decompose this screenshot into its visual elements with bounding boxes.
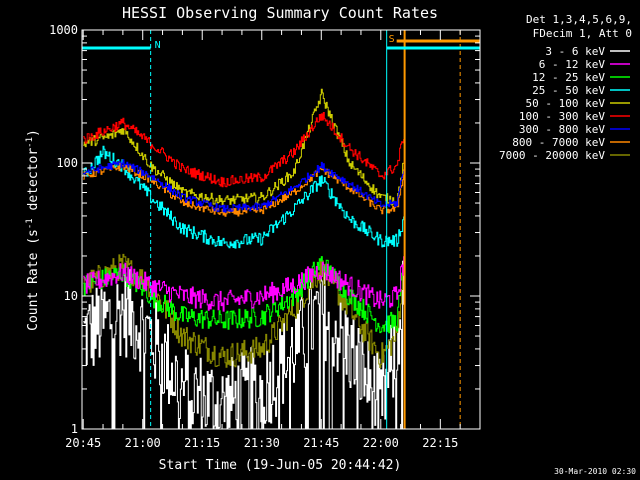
y-tick-label: 10 <box>64 289 78 303</box>
x-tick-label: 22:15 <box>422 436 458 450</box>
legend-label: 3 - 6 keV <box>545 45 605 58</box>
footer-date: 30-Mar-2010 02:30 <box>554 467 636 476</box>
x-tick-label: 20:45 <box>65 436 101 450</box>
legend-label: 7000 - 20000 keV <box>499 149 605 162</box>
legend: Det 1,3,4,5,6,9, FDecim 1, Att 0 3 - 6 k… <box>499 13 632 162</box>
saa-label: S <box>389 34 395 45</box>
legend-label: 6 - 12 keV <box>539 58 606 71</box>
legend-label: 300 - 800 keV <box>519 123 605 136</box>
y-axis-label-sup2: -1 <box>25 137 35 148</box>
x-tick-label: 21:45 <box>303 436 339 450</box>
series-line-25-50-kev <box>83 145 406 249</box>
y-axis-label-part3: ) <box>26 129 41 137</box>
x-axis-label: Start Time (19-Jun-05 20:44:42) <box>159 458 402 473</box>
x-tick-label: 21:15 <box>184 436 220 450</box>
y-axis-label-part2: detector <box>26 148 41 219</box>
x-tick-label: 21:00 <box>125 436 161 450</box>
series-line-300-800-kev <box>83 159 406 213</box>
legend-label: 12 - 25 keV <box>532 71 605 84</box>
y-tick-label: 100 <box>56 156 78 170</box>
y-tick-label: 1 <box>71 422 78 436</box>
night-label: N <box>155 40 161 51</box>
series-line-6-12-kev <box>83 256 406 312</box>
x-axis: 20:45 21:00 21:15 21:30 21:45 22:00 22:15 <box>65 30 481 450</box>
x-tick-label: 22:00 <box>363 436 399 450</box>
series-line-100-300-kev <box>83 112 406 188</box>
legend-header-1: Det 1,3,4,5,6,9, <box>526 13 632 26</box>
legend-header-2: FDecim 1, Att 0 <box>533 27 632 40</box>
x-tick-label: 21:30 <box>244 436 280 450</box>
y-axis-label-part1: Count Rate (s <box>26 229 41 331</box>
y-tick-label: 1000 <box>49 23 78 37</box>
legend-label: 100 - 300 keV <box>519 110 605 123</box>
plot-frame <box>81 29 481 430</box>
chart-title: HESSI Observing Summary Count Rates <box>122 4 438 22</box>
legend-label: 25 - 50 keV <box>532 84 605 97</box>
y-axis-label-sup1: -1 <box>25 218 35 229</box>
series-line-3-6-kev <box>83 215 406 430</box>
legend-label: 50 - 100 keV <box>526 97 606 110</box>
y-axis: 1 10 100 1000 <box>49 23 480 436</box>
y-axis-label: Count Rate (s-1 detector-1) <box>25 129 41 331</box>
legend-label: 800 - 7000 keV <box>512 136 605 149</box>
